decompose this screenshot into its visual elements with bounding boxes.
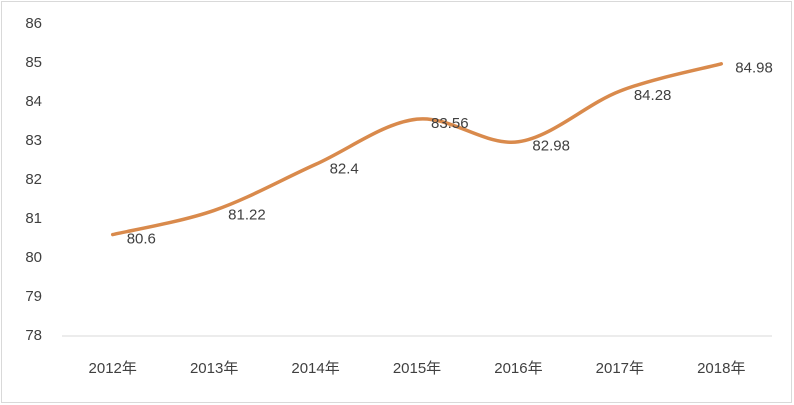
data-label: 84.28	[634, 87, 672, 104]
x-tick-label: 2015年	[393, 360, 441, 377]
data-label: 81.22	[228, 206, 266, 223]
y-tick-label: 83	[25, 132, 42, 149]
y-tick-label: 80	[25, 249, 42, 266]
data-label: 83.56	[431, 115, 469, 132]
y-tick-label: 85	[25, 54, 42, 71]
data-line	[110, 62, 724, 237]
x-tick-label: 2018年	[697, 360, 745, 377]
x-tick-label: 2017年	[596, 360, 644, 377]
data-label: 82.4	[330, 160, 359, 177]
x-tick-label: 2014年	[291, 360, 339, 377]
y-tick-label: 79	[25, 288, 42, 305]
y-tick-label: 86	[25, 15, 42, 32]
y-tick-label: 81	[25, 210, 42, 227]
data-label: 80.6	[127, 231, 156, 248]
x-tick-label: 2016年	[494, 360, 542, 377]
data-label: 82.98	[532, 138, 570, 155]
y-tick-label: 82	[25, 171, 42, 188]
x-tick-label: 2013年	[190, 360, 238, 377]
y-tick-label: 78	[25, 327, 42, 344]
y-tick-label: 84	[25, 93, 42, 110]
data-label: 84.98	[735, 60, 773, 77]
x-tick-label: 2012年	[89, 360, 137, 377]
